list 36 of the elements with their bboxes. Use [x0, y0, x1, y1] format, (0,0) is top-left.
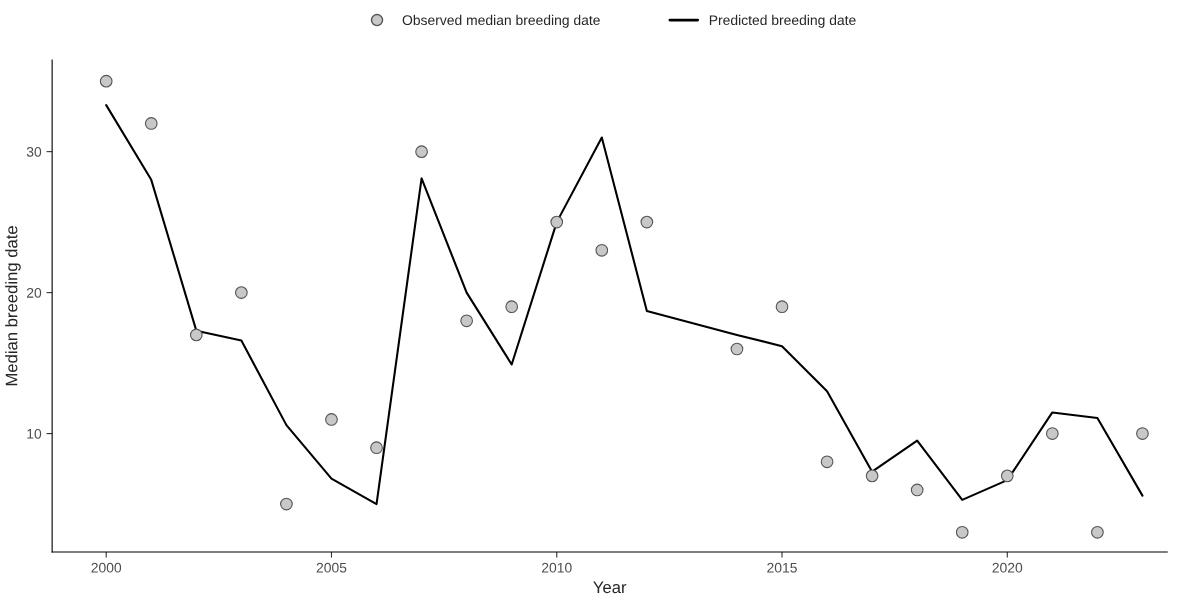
legend-label: Predicted breeding date — [709, 14, 856, 28]
point — [415, 145, 428, 158]
point — [325, 413, 338, 426]
point — [955, 525, 969, 539]
y-tick-label: 10 — [27, 428, 42, 439]
point — [280, 497, 293, 511]
point — [460, 314, 474, 328]
point — [550, 215, 564, 229]
y-axis-title: Median breeding date — [5, 226, 21, 386]
x-tick-label: 2005 — [316, 562, 347, 573]
line-series — [105, 104, 1144, 506]
x-tick-label: 2010 — [542, 562, 572, 573]
x-axis-title: Year — [593, 581, 627, 594]
legend-label: Observed median breeding date — [402, 14, 600, 28]
x-tick-label: 2000 — [91, 562, 122, 573]
point — [505, 300, 519, 314]
x-tick-label: 2020 — [992, 562, 1023, 573]
point — [235, 286, 248, 299]
point — [640, 215, 654, 229]
point — [370, 441, 383, 455]
point — [910, 483, 924, 497]
point — [1045, 427, 1059, 440]
point — [775, 300, 789, 314]
point — [1091, 525, 1104, 539]
point — [1136, 427, 1149, 440]
point — [144, 117, 158, 130]
point — [189, 328, 203, 342]
y-tick-label: 20 — [26, 287, 42, 298]
point — [820, 455, 834, 469]
x-tick-label: 2015 — [767, 562, 797, 573]
point — [865, 469, 879, 483]
y-tick-label: 30 — [26, 146, 42, 157]
point — [99, 74, 113, 88]
point — [730, 342, 744, 356]
point — [595, 243, 609, 257]
point — [1000, 469, 1014, 483]
